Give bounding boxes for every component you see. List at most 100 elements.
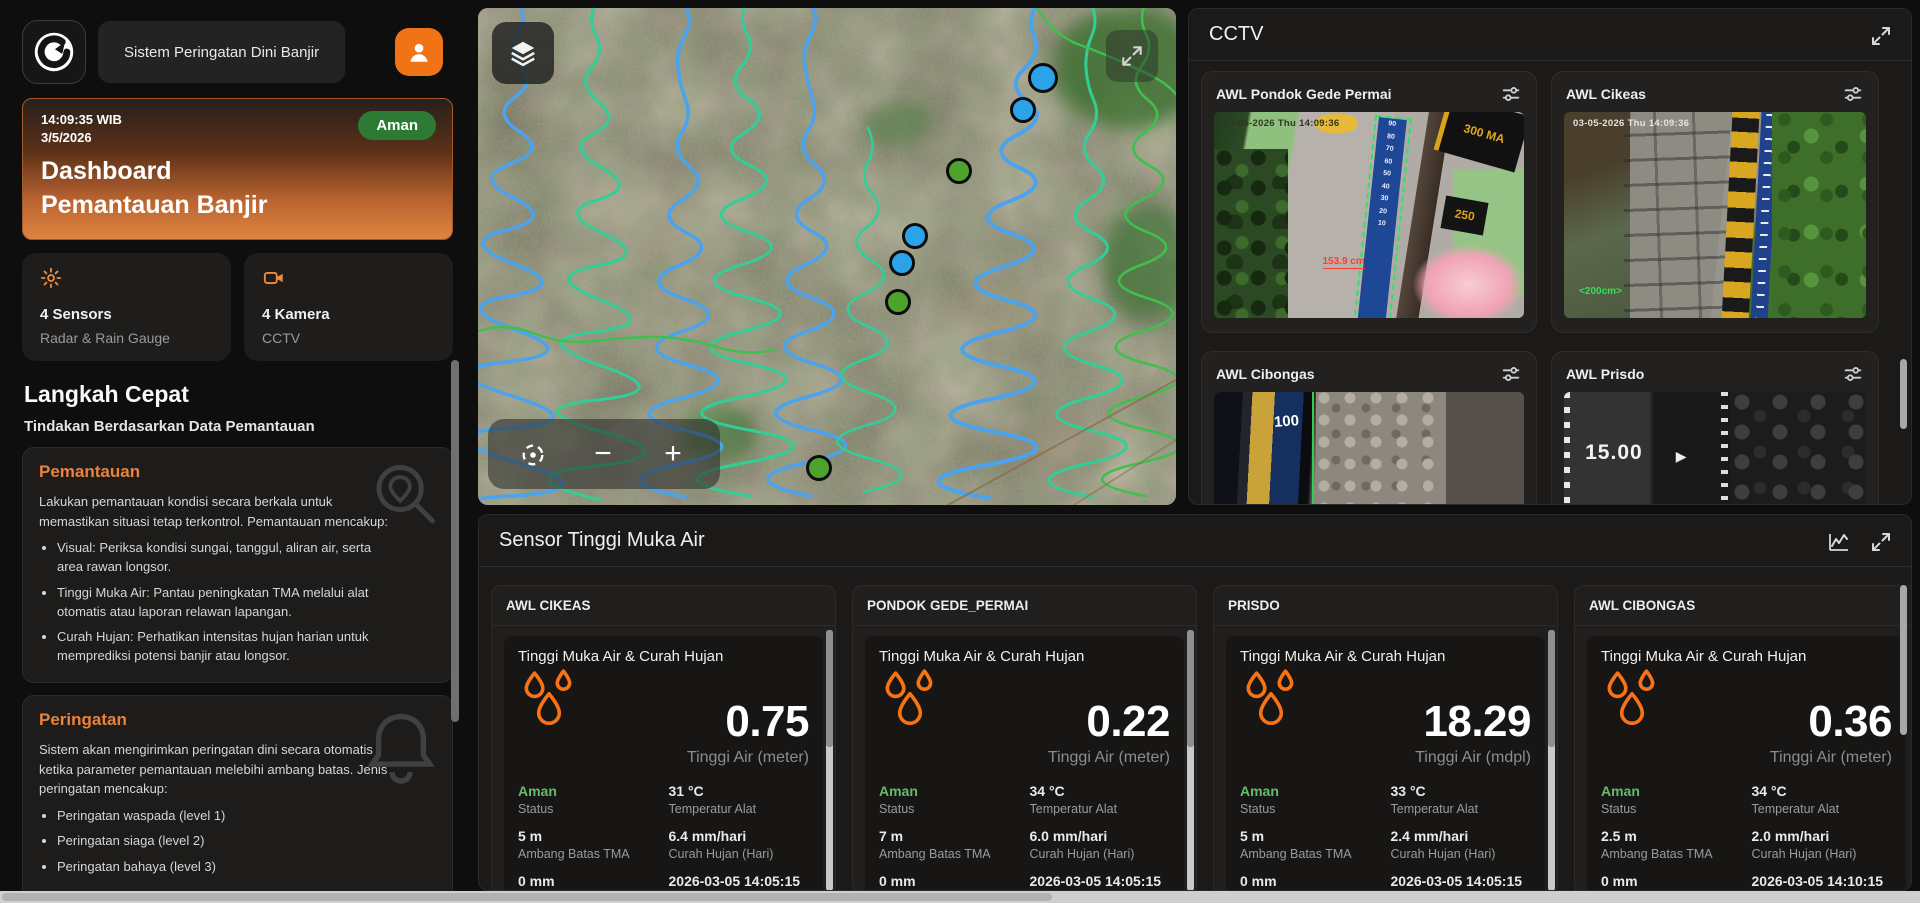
water-level-value: 0.75 bbox=[725, 697, 809, 746]
map-layers-button[interactable] bbox=[492, 22, 554, 84]
camera-feed[interactable]: 300 MA 250 90 80 70 60 50 40 30 20 10 03… bbox=[1214, 112, 1524, 318]
step-warning-list: Peringatan waspada (level 1) Peringatan … bbox=[57, 807, 436, 878]
search-location-icon bbox=[376, 464, 436, 524]
quick-steps-subtitle: Tindakan Berdasarkan Data Pemantauan bbox=[24, 418, 315, 435]
cctv-scrollbar[interactable] bbox=[1900, 359, 1907, 429]
sensor-panel: Sensor Tinggi Muka Air AWL CIKEAS Tinggi… bbox=[478, 514, 1912, 891]
app-title: Sistem Peringatan Dini Banjir bbox=[124, 43, 320, 61]
map-marker-blue[interactable] bbox=[1028, 63, 1058, 93]
concrete-blocks bbox=[1624, 112, 1731, 318]
camera-feed[interactable]: 100 bbox=[1214, 392, 1524, 504]
sliders-icon[interactable] bbox=[1842, 363, 1864, 385]
sensor-card-title: AWL CIBONGAS bbox=[1575, 586, 1911, 626]
expand-icon[interactable] bbox=[1869, 24, 1893, 48]
status-label: Status bbox=[518, 802, 554, 816]
map-marker-green[interactable] bbox=[946, 158, 972, 184]
quick-steps-title: Langkah Cepat bbox=[24, 381, 189, 407]
sensor-header: Sensor Tinggi Muka Air bbox=[479, 515, 1911, 567]
map-expand-button[interactable] bbox=[1106, 30, 1158, 82]
threshold-value: 5 m bbox=[518, 828, 543, 844]
expand-icon bbox=[1122, 46, 1142, 66]
rain-day-value: 2.0 mm/hari bbox=[1751, 828, 1830, 844]
threshold-value: 2.5 m bbox=[1601, 828, 1637, 844]
sensor-stats-grid: Aman Status 33 °C Temperatur Alat 5 m Amban… bbox=[1240, 783, 1531, 890]
page-title-line1: Dashboard bbox=[41, 157, 172, 185]
horizontal-scrollbar-thumb[interactable] bbox=[2, 893, 1052, 901]
satellite-map bbox=[478, 8, 1176, 505]
list-item: Peringatan siaga (level 2) bbox=[57, 832, 387, 851]
card-scrollbar[interactable] bbox=[1187, 630, 1194, 890]
camera-feed[interactable]: 03-05-2026 Thu 14:09:36 <200cm> bbox=[1564, 112, 1866, 318]
water-level-unit: Tinggi Air (mdpl) bbox=[1415, 749, 1531, 766]
chart-icon[interactable] bbox=[1827, 530, 1851, 554]
status-label: Status bbox=[1240, 802, 1276, 816]
map-panel[interactable]: − + bbox=[478, 8, 1176, 505]
user-icon bbox=[410, 43, 428, 62]
sensor-card-title: AWL CIKEAS bbox=[492, 586, 835, 626]
camera-timestamp: 03-05-2026 Thu 14:09:36 bbox=[1223, 118, 1340, 130]
threshold-value: 5 m bbox=[1240, 828, 1265, 844]
sliders-icon[interactable] bbox=[1500, 363, 1522, 385]
rain-hour-value: 0 mm bbox=[879, 873, 916, 889]
user-avatar-button[interactable] bbox=[395, 28, 443, 76]
water-level-reading: 153.9 cm bbox=[1322, 255, 1365, 269]
river-water bbox=[1564, 112, 1631, 318]
cctv-card-cibongas[interactable]: AWL Cibongas 100 bbox=[1201, 351, 1537, 504]
rain-day-label: Curah Hujan (Hari) bbox=[1751, 847, 1857, 861]
page-title-line2: Pemantauan Banjir bbox=[41, 190, 268, 219]
camera-icon bbox=[263, 272, 283, 284]
stat-card-sensors: 4 Sensors Radar & Rain Gauge bbox=[22, 253, 231, 361]
zoom-out-button[interactable]: − bbox=[594, 437, 612, 470]
list-item: Curah Hujan: Perhatikan intensitas hujan… bbox=[57, 628, 387, 666]
map-marker-blue[interactable] bbox=[1010, 97, 1036, 123]
sensor-panel-scrollbar[interactable] bbox=[1900, 585, 1907, 735]
map-marker-green[interactable] bbox=[806, 455, 832, 481]
locate-button[interactable] bbox=[498, 419, 568, 489]
radar-icon bbox=[40, 267, 62, 289]
highlight bbox=[1316, 114, 1357, 133]
expand-icon[interactable] bbox=[1869, 530, 1893, 554]
app-logo bbox=[22, 20, 86, 84]
detection-line bbox=[1311, 392, 1314, 504]
stat-card-cameras: 4 Kamera CCTV bbox=[244, 253, 453, 361]
rain-day-label: Curah Hujan (Hari) bbox=[668, 847, 774, 861]
sensor-card-awl-cikeas: AWL CIKEAS Tinggi Muka Air & Curah Hujan… bbox=[491, 585, 836, 890]
sensor-stats-grid: Aman Status 31 °C Temperatur Alat 5 m Amban… bbox=[518, 783, 809, 890]
sidebar-scrollbar[interactable] bbox=[451, 360, 459, 722]
sensor-card-body: Tinggi Muka Air & Curah Hujan 18.29 Ting… bbox=[1226, 636, 1545, 890]
stones bbox=[1730, 392, 1866, 504]
cameras-count: 4 Kamera bbox=[262, 306, 330, 323]
water-level-unit: Tinggi Air (meter) bbox=[1769, 749, 1892, 766]
water-drops-icon bbox=[1607, 669, 1655, 725]
cctv-card-prisdo[interactable]: AWL Prisdo 15.00 ▶ bbox=[1551, 351, 1879, 504]
water-level-reading: <200cm> bbox=[1579, 286, 1622, 298]
gauge-staff bbox=[1564, 392, 1570, 504]
card-scrollbar[interactable] bbox=[826, 630, 833, 890]
temp-value: 34 °C bbox=[1751, 783, 1787, 799]
step-card-monitoring: Pemantauan Lakukan pemantauan kondisi se… bbox=[22, 447, 453, 684]
status-value: Aman bbox=[1240, 783, 1279, 799]
camera-feed[interactable]: 15.00 ▶ bbox=[1564, 392, 1866, 504]
rain-day-label: Curah Hujan (Hari) bbox=[1029, 847, 1135, 861]
rain-day-label: Curah Hujan (Hari) bbox=[1390, 847, 1496, 861]
sensor-card-prisdo: PRISDO Tinggi Muka Air & Curah Hujan 18.… bbox=[1213, 585, 1558, 890]
status-value: Aman bbox=[1601, 783, 1640, 799]
sliders-icon[interactable] bbox=[1842, 83, 1864, 105]
bell-icon bbox=[367, 713, 435, 784]
sidebar-topbar: Sistem Peringatan Dini Banjir bbox=[8, 20, 460, 84]
horizontal-scrollbar[interactable] bbox=[0, 891, 1920, 903]
rain-hour-value: 0 mm bbox=[518, 873, 555, 889]
step-warning-intro: Sistem akan mengirimkan peringatan dini … bbox=[39, 742, 388, 797]
map-marker-blue[interactable] bbox=[902, 223, 928, 249]
camera-title: AWL Cikeas bbox=[1566, 86, 1646, 102]
cctv-card-pondok-gede-permai[interactable]: AWL Pondok Gede Permai 300 MA 250 90 80 … bbox=[1201, 71, 1537, 333]
zoom-in-button[interactable]: + bbox=[664, 437, 682, 470]
map-marker-green[interactable] bbox=[885, 289, 911, 315]
lens-flare bbox=[1393, 231, 1524, 318]
cctv-card-cikeas[interactable]: AWL Cikeas 03-05-2026 Thu 14:09:36 <200c… bbox=[1551, 71, 1879, 333]
sliders-icon[interactable] bbox=[1500, 83, 1522, 105]
datetime-value: 2026-03-05 14:10:15 bbox=[1751, 873, 1884, 889]
map-marker-blue[interactable] bbox=[889, 250, 915, 276]
card-scrollbar[interactable] bbox=[1548, 630, 1555, 890]
datetime-value: 2026-03-05 14:05:15 bbox=[1390, 873, 1523, 889]
